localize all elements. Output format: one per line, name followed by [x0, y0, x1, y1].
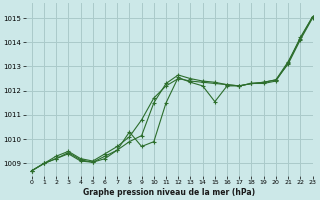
X-axis label: Graphe pression niveau de la mer (hPa): Graphe pression niveau de la mer (hPa): [83, 188, 255, 197]
